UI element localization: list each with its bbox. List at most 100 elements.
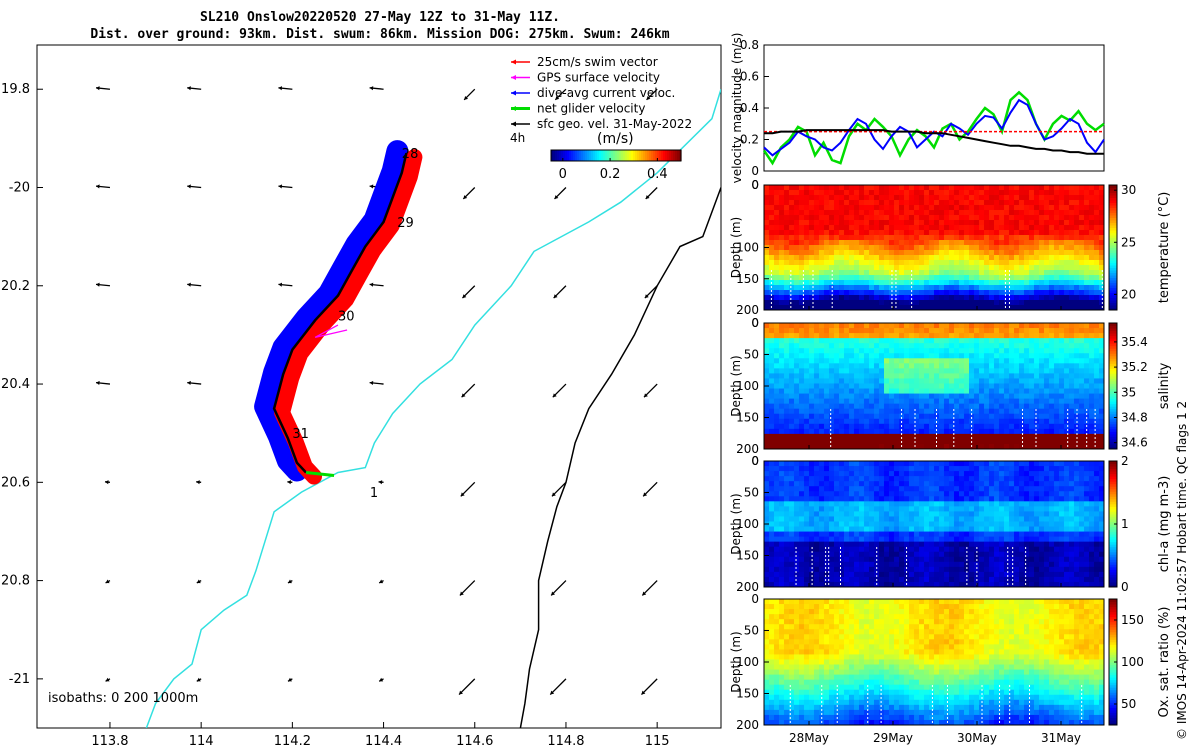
section-cell bbox=[944, 556, 950, 563]
section-cell bbox=[834, 378, 840, 384]
section-cell bbox=[1069, 323, 1075, 329]
section-cell bbox=[909, 433, 915, 440]
section-cell bbox=[934, 280, 940, 286]
section-cell bbox=[1094, 378, 1100, 384]
section-cell bbox=[869, 511, 875, 517]
section-cell bbox=[934, 393, 940, 400]
section-cell bbox=[994, 220, 1000, 226]
section-cell bbox=[1059, 408, 1065, 415]
section-cell bbox=[1029, 280, 1035, 286]
section-cell bbox=[764, 418, 770, 425]
section-cell bbox=[829, 245, 835, 251]
geo-vel-arrowhead bbox=[641, 690, 646, 695]
section-cell bbox=[904, 290, 910, 296]
section-cell bbox=[824, 403, 830, 410]
section-cell bbox=[1089, 255, 1095, 261]
section-cell bbox=[1069, 368, 1075, 374]
section-cell bbox=[1044, 190, 1050, 196]
section-cell bbox=[889, 398, 895, 405]
section-cell bbox=[804, 328, 810, 334]
section-cell bbox=[819, 526, 825, 533]
section-cell bbox=[864, 438, 870, 445]
section-cell bbox=[934, 581, 940, 588]
section-cell bbox=[839, 433, 845, 440]
section-cell bbox=[994, 260, 1000, 266]
section-cell bbox=[944, 501, 950, 507]
section-cell bbox=[1089, 363, 1095, 369]
section-cell bbox=[1009, 363, 1015, 369]
section-cell bbox=[799, 408, 805, 415]
section-cell bbox=[944, 516, 950, 522]
section-cell bbox=[824, 225, 830, 231]
section-cell bbox=[879, 466, 885, 472]
section-cell bbox=[964, 368, 970, 374]
section-cell bbox=[939, 270, 945, 276]
section-cell bbox=[1019, 363, 1025, 369]
section-cell bbox=[1004, 220, 1010, 226]
section-cell bbox=[814, 220, 820, 226]
section-cell bbox=[984, 443, 990, 450]
section-cell bbox=[1064, 185, 1070, 191]
section-cell bbox=[824, 546, 830, 553]
colorbar-cell bbox=[643, 150, 646, 161]
section-cell bbox=[974, 471, 980, 477]
section-ylabel: Depth (m) bbox=[729, 217, 743, 278]
section-cell bbox=[854, 185, 860, 191]
section-cell bbox=[1079, 433, 1085, 440]
geo-vel-arrowhead bbox=[96, 380, 100, 386]
section-colorbar-cell bbox=[1109, 335, 1117, 339]
section-cell bbox=[954, 348, 960, 354]
section-cell bbox=[1019, 205, 1025, 211]
section-cell bbox=[819, 566, 825, 573]
section-cell bbox=[949, 280, 955, 286]
section-cell bbox=[1094, 428, 1100, 435]
section-cell bbox=[914, 378, 920, 384]
section-cell bbox=[1064, 363, 1070, 369]
section-cell bbox=[999, 270, 1005, 276]
section-cell bbox=[764, 333, 770, 339]
section-cell bbox=[764, 576, 770, 583]
section-cell bbox=[844, 190, 850, 196]
section-cell bbox=[809, 185, 815, 191]
section-cell bbox=[984, 466, 990, 472]
section-cell bbox=[904, 438, 910, 445]
section-cell bbox=[819, 343, 825, 349]
section-cell bbox=[949, 205, 955, 211]
section-cell bbox=[1089, 353, 1095, 359]
section-cell bbox=[1019, 250, 1025, 256]
section-cell bbox=[854, 418, 860, 425]
section-colorbar-cell bbox=[1109, 305, 1117, 308]
section-colorbar-cell bbox=[1109, 295, 1117, 298]
section-cell bbox=[784, 290, 790, 296]
section-cell bbox=[889, 496, 895, 502]
colorbar-cell bbox=[599, 150, 602, 161]
section-cell bbox=[1029, 323, 1035, 329]
section-cell bbox=[864, 536, 870, 543]
map-ytick-label: 20.6 bbox=[1, 475, 30, 490]
section-cell bbox=[809, 328, 815, 334]
section-cell bbox=[969, 496, 975, 502]
section-cell bbox=[959, 230, 965, 236]
section-cell bbox=[934, 205, 940, 211]
section-cell bbox=[1004, 190, 1010, 196]
section-cell bbox=[814, 496, 820, 502]
section-cell bbox=[989, 536, 995, 543]
section-cell bbox=[844, 531, 850, 538]
section-cell bbox=[1049, 428, 1055, 435]
section-cell bbox=[849, 526, 855, 533]
section-cell bbox=[814, 353, 820, 359]
section-colorbar-cell bbox=[1109, 272, 1117, 276]
section-cell bbox=[814, 240, 820, 246]
section-cell bbox=[799, 443, 805, 450]
section-cell bbox=[769, 496, 775, 502]
section-cell bbox=[1034, 185, 1040, 191]
section-cell bbox=[1019, 393, 1025, 400]
section-cell bbox=[954, 200, 960, 206]
section-cell bbox=[839, 348, 845, 354]
section-cell bbox=[1079, 295, 1085, 301]
section-colorbar-cell bbox=[1109, 192, 1117, 196]
section-cell bbox=[974, 571, 980, 578]
section-cell bbox=[859, 516, 865, 522]
section-cell bbox=[929, 338, 935, 344]
colorbar-cell bbox=[575, 150, 578, 161]
